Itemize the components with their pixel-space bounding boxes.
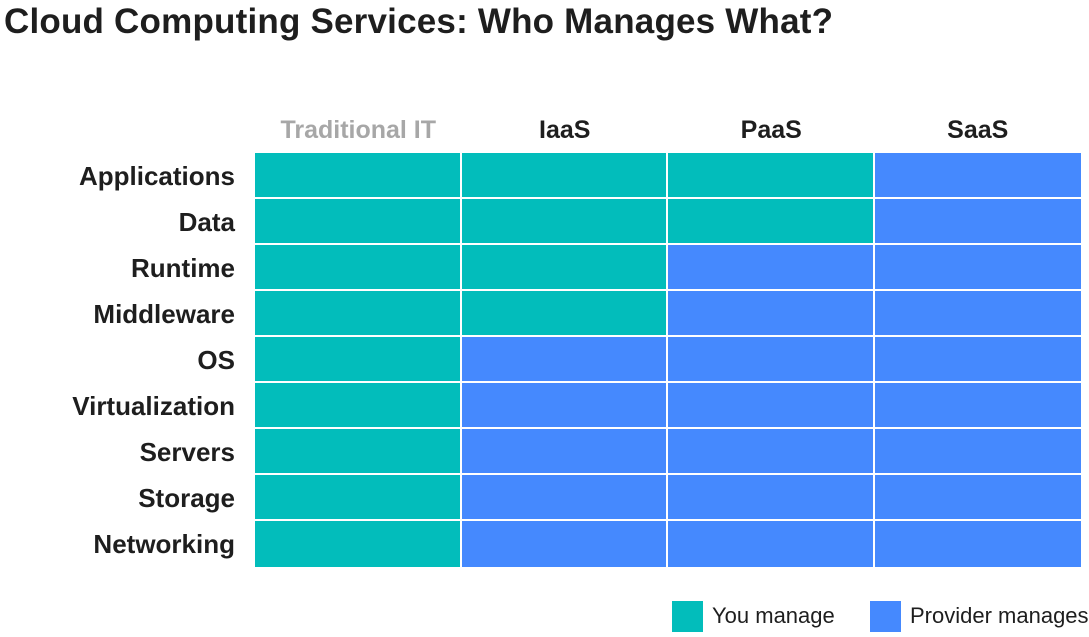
cell-servers-iaas-provider xyxy=(461,429,668,475)
provider-manages-swatch xyxy=(870,600,901,632)
cell-data-traditional-it-you xyxy=(255,199,462,245)
cell-middleware-traditional-it-you xyxy=(255,291,462,337)
cell-runtime-saas-provider xyxy=(874,245,1081,291)
you-manage-label: You manage xyxy=(712,603,835,628)
cell-runtime-paas-provider xyxy=(668,245,875,291)
cell-networking-paas-provider xyxy=(668,521,875,567)
cell-virtualization-paas-provider xyxy=(668,383,875,429)
row-label-virtualization: Virtualization xyxy=(72,391,235,421)
row-label-data: Data xyxy=(178,207,235,237)
cell-networking-traditional-it-you xyxy=(255,521,462,567)
cell-os-iaas-provider xyxy=(461,337,668,383)
cell-middleware-saas-provider xyxy=(874,291,1081,337)
legend-you-manage: You manage xyxy=(672,600,835,632)
cell-runtime-traditional-it-you xyxy=(255,245,462,291)
cell-storage-paas-provider xyxy=(668,475,875,521)
cell-data-paas-you xyxy=(668,199,875,245)
cell-virtualization-traditional-it-you xyxy=(255,383,462,429)
cell-virtualization-saas-provider xyxy=(874,383,1081,429)
page-title: Cloud Computing Services: Who Manages Wh… xyxy=(4,2,834,41)
responsibility-grid xyxy=(255,153,1081,567)
cell-applications-paas-you xyxy=(668,153,875,199)
column-header-iaas: IaaS xyxy=(539,116,591,144)
row-label-runtime: Runtime xyxy=(131,253,235,283)
column-header-paas: PaaS xyxy=(740,116,802,144)
cell-servers-traditional-it-you xyxy=(255,429,462,475)
cell-data-iaas-you xyxy=(461,199,668,245)
cell-networking-iaas-provider xyxy=(461,521,668,567)
cell-middleware-iaas-you xyxy=(461,291,668,337)
cell-networking-saas-provider xyxy=(874,521,1081,567)
column-header-saas: SaaS xyxy=(947,116,1009,144)
row-label-networking: Networking xyxy=(93,529,235,559)
cell-storage-traditional-it-you xyxy=(255,475,462,521)
provider-manages-label: Provider manages xyxy=(910,603,1089,628)
cell-os-traditional-it-you xyxy=(255,337,462,383)
row-label-storage: Storage xyxy=(138,483,235,513)
row-label-os: OS xyxy=(197,345,235,375)
row-label-servers: Servers xyxy=(139,437,235,467)
cell-applications-traditional-it-you xyxy=(255,153,462,199)
column-header-traditional-it: Traditional IT xyxy=(280,116,437,144)
cell-servers-paas-provider xyxy=(668,429,875,475)
cell-runtime-iaas-you xyxy=(461,245,668,291)
cell-storage-iaas-provider xyxy=(461,475,668,521)
cell-data-saas-provider xyxy=(874,199,1081,245)
cell-middleware-paas-provider xyxy=(668,291,875,337)
you-manage-swatch xyxy=(672,600,703,632)
cell-os-paas-provider xyxy=(668,337,875,383)
cell-storage-saas-provider xyxy=(874,475,1081,521)
cell-applications-iaas-you xyxy=(461,153,668,199)
cell-applications-saas-provider xyxy=(874,153,1081,199)
cell-servers-saas-provider xyxy=(874,429,1081,475)
legend-provider-manages: Provider manages xyxy=(870,600,1089,632)
cell-virtualization-iaas-provider xyxy=(461,383,668,429)
row-label-applications: Applications xyxy=(78,161,235,191)
row-label-middleware: Middleware xyxy=(93,299,235,329)
cell-os-saas-provider xyxy=(874,337,1081,383)
